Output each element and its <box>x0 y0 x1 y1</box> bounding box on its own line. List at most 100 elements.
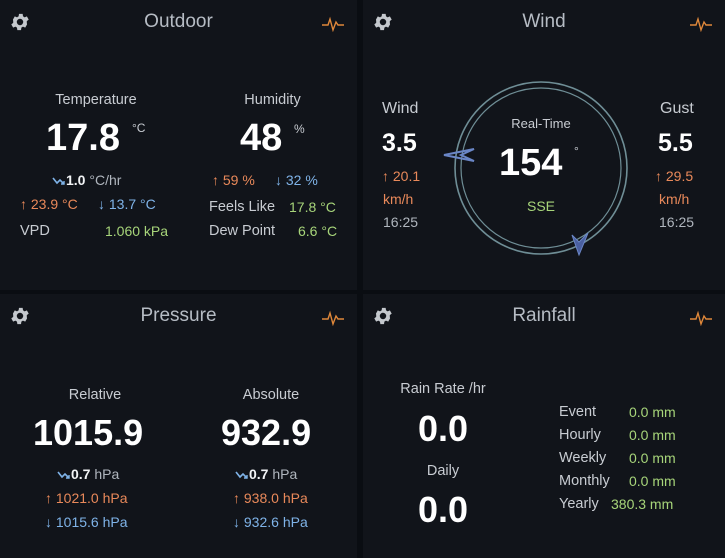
compass-ring-outer <box>454 81 628 255</box>
arrow-down-icon: ↓ <box>98 196 105 212</box>
temperature-value: 17.8 <box>46 117 120 159</box>
gust-max: ↑ 29.5 <box>655 168 693 184</box>
card-title: Pressure <box>140 305 217 326</box>
gear-icon[interactable] <box>372 305 394 327</box>
arrow-up-icon: ↑ <box>382 168 389 184</box>
compass-ring-inner <box>460 87 622 249</box>
daily-value: 0.0 <box>417 489 469 530</box>
graph-icon[interactable] <box>689 310 713 326</box>
stat-label-weekly: Weekly <box>559 450 607 466</box>
card-title: Outdoor <box>144 11 213 32</box>
wind-time: 16:25 <box>383 214 419 230</box>
stat-label-yearly: Yearly <box>559 496 599 512</box>
pressure-card: Pressure Relative 1015.9 0.7 hPa ↑ 1021.… <box>0 294 357 558</box>
trend-down-icon <box>52 177 65 185</box>
graph-icon[interactable] <box>321 16 345 32</box>
absolute-label: Absolute <box>242 387 300 403</box>
card-title: Wind <box>522 11 566 32</box>
wind-direction-icon <box>571 232 589 257</box>
temperature-trend-unit: °C/hr <box>89 172 122 188</box>
rainfall-card: Rainfall Rain Rate /hr 0.0 Daily 0.0 Eve… <box>363 294 725 558</box>
absolute-trend-value: 0.7 <box>249 466 269 482</box>
temperature-trend: 1.0 °C/hr <box>52 172 121 188</box>
wind-max-value: 20.1 <box>392 168 421 184</box>
arrow-up-icon: ↑ <box>655 168 662 184</box>
gust-unit: km/h <box>659 191 690 207</box>
stat-value-monthly: 0.0 mm <box>629 473 676 489</box>
outdoor-card: Outdoor Temperature 17.8 °C 1.0 °C/hr ↑ … <box>0 0 357 290</box>
humidity-unit: % <box>294 122 305 136</box>
relative-label: Relative <box>68 387 122 403</box>
relative-high: ↑ 1021.0 hPa <box>45 490 128 506</box>
humidity-value: 48 <box>240 117 283 159</box>
relative-low-value: 1015.6 hPa <box>55 514 128 530</box>
arrow-up-icon: ↑ <box>233 490 240 506</box>
temperature-high-value: 23.9 °C <box>30 196 78 212</box>
absolute-trend-unit: hPa <box>272 466 298 482</box>
relative-low: ↓ 1015.6 hPa <box>45 514 128 530</box>
stat-value-hourly: 0.0 mm <box>629 427 676 443</box>
feels-like-value: 17.8 °C <box>289 199 336 215</box>
stat-label-hourly: Hourly <box>559 427 601 443</box>
wind-unit: km/h <box>383 191 414 207</box>
realtime-label: Real-Time <box>511 116 571 131</box>
relative-trend-unit: hPa <box>94 466 120 482</box>
wind-direction-unit: ° <box>574 144 579 158</box>
arrow-down-icon: ↓ <box>233 514 240 530</box>
absolute-high: ↑ 938.0 hPa <box>233 490 308 506</box>
compass-dial <box>454 81 628 255</box>
gear-icon[interactable] <box>372 11 394 33</box>
wind-direction-name: SSE <box>526 198 555 214</box>
absolute-value: 932.9 <box>221 412 312 453</box>
arrow-down-icon: ↓ <box>45 514 52 530</box>
dew-point-value: 6.6 °C <box>298 223 338 239</box>
wind-speed-value: 3.5 <box>382 129 417 157</box>
stat-label-event: Event <box>559 404 597 420</box>
stat-value-yearly: 380.3 mm <box>611 496 674 512</box>
graph-icon[interactable] <box>689 16 713 32</box>
trend-down-icon <box>57 471 70 479</box>
humidity-low: ↓ 32 % <box>275 172 318 188</box>
daily-label: Daily <box>426 463 460 479</box>
gust-max-value: 29.5 <box>665 168 694 184</box>
stat-value-event: 0.0 mm <box>629 404 676 420</box>
vpd-value: 1.060 kPa <box>105 223 169 239</box>
stat-label-monthly: Monthly <box>559 473 610 489</box>
relative-trend-value: 0.7 <box>71 466 91 482</box>
gust-speed-value: 5.5 <box>658 129 693 157</box>
rain-rate-label: Rain Rate /hr <box>400 381 486 397</box>
temperature-unit: °C <box>132 121 146 135</box>
arrow-down-icon: ↓ <box>275 172 282 188</box>
rain-rate-value: 0.0 <box>417 408 469 449</box>
humidity-high: ↑ 59 % <box>212 172 255 188</box>
absolute-low-value: 932.6 hPa <box>243 514 308 530</box>
arrow-up-icon: ↑ <box>212 172 219 188</box>
wind-card: Wind Real-Time 154 ° SSE Wind 3.5 ↑ 20.1… <box>363 0 725 290</box>
wind-direction-avg-icon <box>443 148 475 162</box>
wind-direction-value: 154 <box>499 142 563 184</box>
absolute-low: ↓ 932.6 hPa <box>233 514 308 530</box>
vpd-label: VPD <box>20 223 50 239</box>
temperature-label: Temperature <box>55 92 137 108</box>
graph-icon[interactable] <box>321 310 345 326</box>
temperature-low: ↓ 13.7 °C <box>98 196 156 212</box>
humidity-high-value: 59 % <box>222 172 255 188</box>
gear-icon[interactable] <box>9 11 31 33</box>
trend-down-icon <box>235 471 248 479</box>
temperature-low-value: 13.7 °C <box>108 196 156 212</box>
arrow-up-icon: ↑ <box>45 490 52 506</box>
temperature-high: ↑ 23.9 °C <box>20 196 78 212</box>
relative-trend: 0.7 hPa <box>57 466 119 482</box>
gear-icon[interactable] <box>9 305 31 327</box>
relative-high-value: 1021.0 hPa <box>55 490 128 506</box>
gust-time: 16:25 <box>659 214 695 230</box>
humidity-low-value: 32 % <box>285 172 318 188</box>
humidity-label: Humidity <box>244 92 301 108</box>
absolute-high-value: 938.0 hPa <box>243 490 308 506</box>
wind-label: Wind <box>382 100 419 117</box>
temperature-trend-value: 1.0 <box>66 172 86 188</box>
feels-like-label: Feels Like <box>209 199 276 215</box>
wind-max: ↑ 20.1 <box>382 168 420 184</box>
arrow-up-icon: ↑ <box>20 196 27 212</box>
relative-value: 1015.9 <box>33 412 144 453</box>
